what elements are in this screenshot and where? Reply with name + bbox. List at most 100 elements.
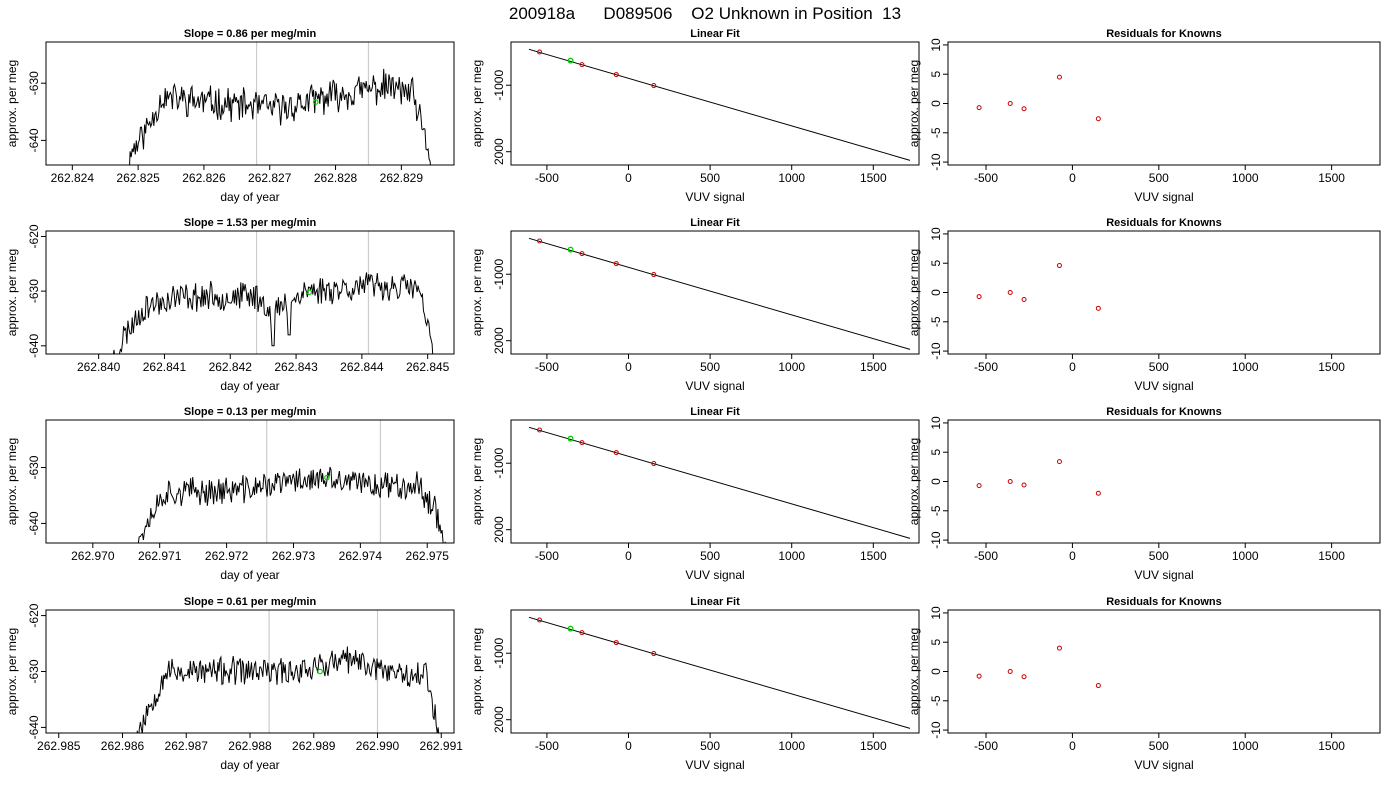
known-point [1056,459,1062,465]
known-point [613,450,619,456]
y-tick-label: 0 [929,668,943,675]
y-tick-label: -620 [27,224,41,248]
x-tick-label: 500 [700,171,720,185]
x-axis-label: VUV signal [685,568,744,582]
x-tick-label: 1000 [1232,360,1259,374]
y-tick-label: 10 [929,227,943,241]
x-tick-label: 0 [625,171,632,185]
x-axis-label: VUV signal [1134,758,1193,772]
x-axis-label: VUV signal [685,379,744,393]
plot-area [976,263,1101,311]
plot-frame [947,419,1381,544]
fit-line [528,426,911,539]
fit-line [528,616,911,729]
y-tick-label: -620 [27,603,41,627]
plot-frame [947,230,1381,355]
plot-area [137,420,446,543]
y-tick-label: -5 [929,316,943,327]
panel-4-3: Residuals for Knowns -500 0 500 1000 1500 VUV … [907,596,1381,772]
known-point [537,238,543,244]
known-point [1095,116,1101,122]
plot-area [528,616,911,729]
plot-frame [510,230,920,355]
plot-frame [510,419,920,544]
x-tick-label: 262.975 [406,549,450,563]
x-tick-label: 262.842 [209,360,253,374]
plot-frame [45,419,455,544]
panel-title: Slope = 0.86 per meg/min [184,28,317,40]
x-tick-label: 262.986 [101,739,145,753]
y-tick-label: 10 [929,606,943,620]
x-tick-label: -500 [974,171,998,185]
unknown-point [567,625,574,632]
signal-trace [137,466,446,543]
x-tick-label: 1000 [778,360,805,374]
mean-marker [317,668,323,675]
known-point [613,261,619,267]
known-point [1021,106,1027,112]
x-tick-label: 262.989 [292,739,336,753]
x-tick-label: 1000 [1232,739,1259,753]
y-tick-label: 0 [929,289,943,296]
known-point [1007,479,1013,484]
x-tick-label: 500 [1149,549,1169,563]
plot-frame [947,41,1381,166]
y-tick-label: -1000 [492,448,506,479]
x-axis-label: day of year [220,758,279,772]
x-tick-label: -500 [535,549,559,563]
y-axis-label: approx. per meg [5,249,19,336]
plot-frame [510,609,920,734]
y-tick-label: 5 [929,71,943,78]
y-tick-label: -5 [929,695,943,706]
x-tick-label: 262.825 [116,171,160,185]
panel-2-1: Slope = 1.53 per meg/min 262.840 262.841 26… [5,217,455,393]
panel-title: Slope = 0.13 per meg/min [184,406,317,418]
x-tick-label: 262.844 [340,360,384,374]
plot-area [976,74,1101,122]
x-axis-label: VUV signal [685,190,744,204]
x-tick-label: 500 [700,549,720,563]
panel-title: Residuals for Knowns [1106,406,1222,418]
x-tick-label: 262.828 [314,171,358,185]
y-tick-label: 2000 [492,516,506,543]
known-point [537,49,543,55]
x-tick-label: 1000 [778,171,805,185]
signal-trace [136,646,440,733]
y-tick-label: 10 [929,38,943,52]
panel-1-1: Slope = 0.86 per meg/min 262.824 262.825 26… [5,28,455,204]
y-axis-label: approx. per meg [5,60,19,147]
panel-3-1: Slope = 0.13 per meg/min 262.970 262.971 26… [5,406,455,582]
x-tick-label: 500 [1149,739,1169,753]
y-tick-label: -640 [27,333,41,357]
x-tick-label: -500 [535,171,559,185]
known-point [976,483,982,489]
x-tick-label: 1000 [1232,549,1259,563]
plot-area [136,610,440,733]
known-point [1021,482,1027,488]
panel-4-1: Slope = 0.61 per meg/min 262.985 262.986 26… [5,596,463,772]
x-tick-label: 1500 [1318,171,1345,185]
panel-3-2: Linear Fit -500 0 500 1000 1500 VUV signal 2000… [470,406,920,582]
x-axis-label: day of year [220,568,279,582]
known-point [1056,645,1062,651]
panel-title: Linear Fit [690,217,740,229]
known-point [1021,674,1027,680]
y-tick-label: 0 [929,100,943,107]
x-tick-label: -500 [974,549,998,563]
plot-area [129,42,431,165]
unknown-point [567,57,574,64]
known-point [579,62,585,68]
x-tick-label: 1000 [778,549,805,563]
mean-marker [313,99,319,105]
x-tick-label: 1500 [860,739,887,753]
panel-1-2: Linear Fit -500 0 500 1000 1500 VUV signal 2000… [470,28,920,204]
known-point [613,72,619,78]
x-tick-label: 262.829 [380,171,424,185]
x-tick-label: 262.973 [272,549,316,563]
unknown-point [567,435,574,442]
panel-1-3: Residuals for Knowns -500 0 500 1000 1500 VUV … [907,28,1381,204]
unknown-point [567,246,574,253]
x-tick-label: 1500 [1318,360,1345,374]
y-tick-label: 2000 [492,138,506,165]
x-tick-label: 262.843 [274,360,318,374]
